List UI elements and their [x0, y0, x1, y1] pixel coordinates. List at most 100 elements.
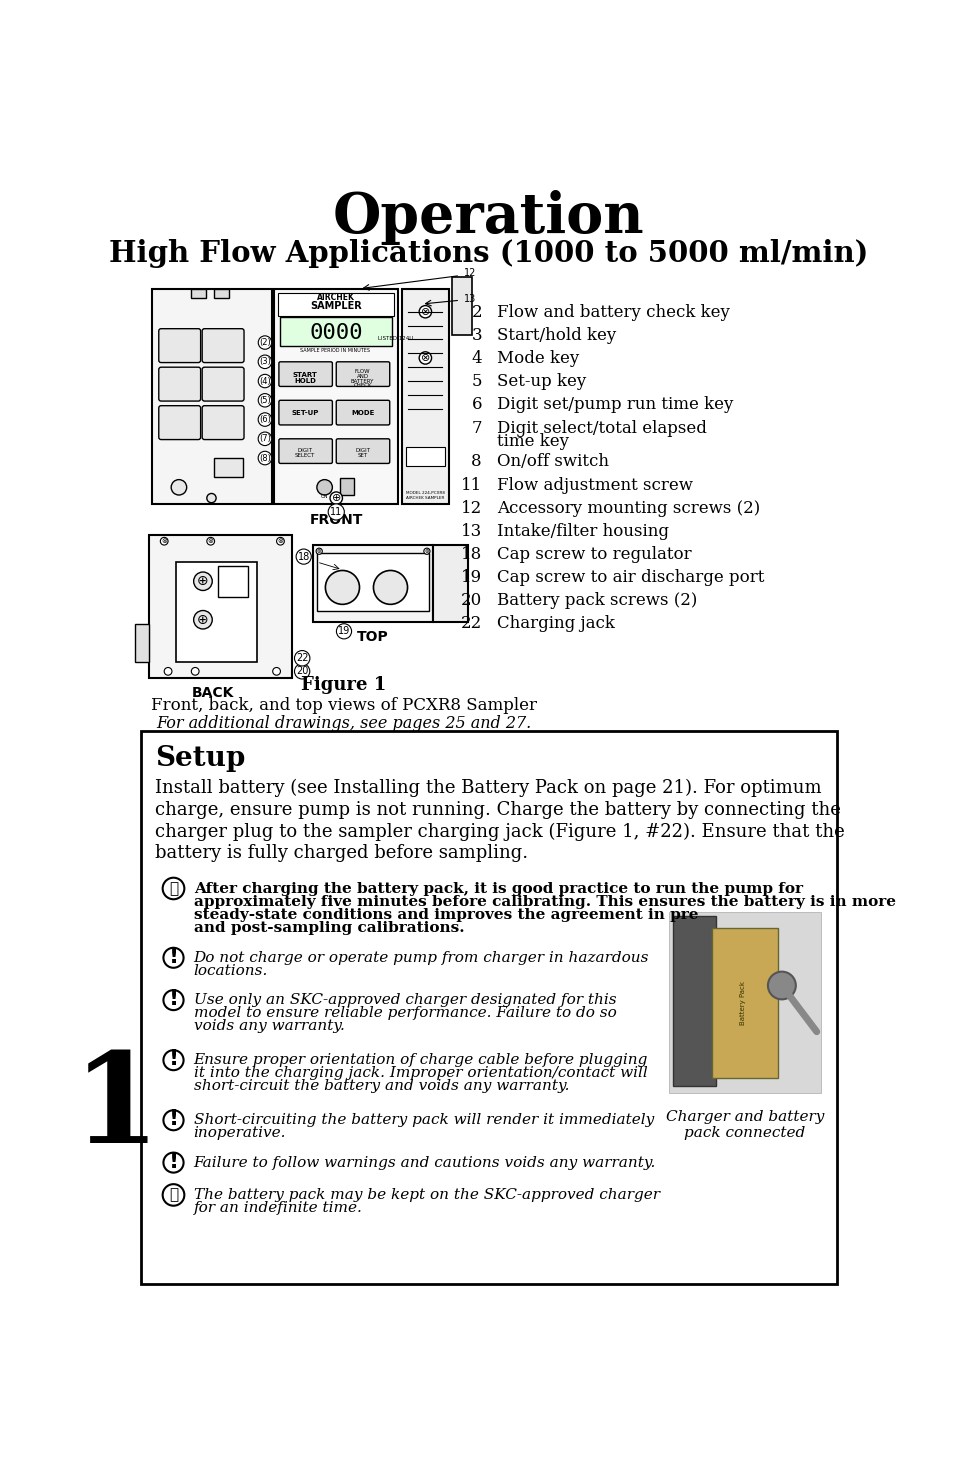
Text: 5: 5: [471, 373, 481, 391]
Text: ON: ON: [320, 494, 328, 499]
Text: ⊕: ⊕: [332, 493, 340, 503]
Text: 2: 2: [471, 304, 481, 322]
Text: (4): (4): [259, 376, 271, 385]
Text: 18: 18: [297, 552, 310, 562]
Text: (7): (7): [259, 434, 271, 444]
Text: DIGIT: DIGIT: [297, 448, 313, 453]
Text: SAMPLER: SAMPLER: [310, 301, 362, 311]
Circle shape: [162, 878, 184, 900]
Text: ⊗: ⊗: [420, 307, 430, 317]
Bar: [669, 913, 820, 1093]
Circle shape: [192, 668, 199, 676]
Text: Figure 1: Figure 1: [301, 676, 386, 695]
Bar: [340, 478, 354, 496]
Text: ⊗: ⊗: [316, 549, 321, 553]
Text: Digit select/total elapsed: Digit select/total elapsed: [497, 419, 706, 437]
Text: Install battery (see Installing the Battery Pack on page 21). For optimum: Install battery (see Installing the Batt…: [154, 779, 821, 798]
Circle shape: [418, 353, 431, 364]
Text: !: !: [169, 1109, 178, 1130]
Text: 11: 11: [460, 476, 481, 494]
Text: ⊕: ⊕: [197, 612, 209, 627]
Text: FRONT: FRONT: [309, 513, 362, 527]
Text: 13: 13: [460, 522, 481, 540]
Text: Charger and battery
pack connected: Charger and battery pack connected: [665, 1111, 823, 1140]
Circle shape: [162, 1184, 184, 1205]
Text: approximately five minutes before calibrating. This ensures the battery is in mo: approximately five minutes before calibr…: [193, 895, 895, 909]
Circle shape: [160, 537, 168, 546]
Text: 8: 8: [471, 453, 481, 471]
Text: charge, ensure pump is not running. Charge the battery by connecting the: charge, ensure pump is not running. Char…: [154, 801, 840, 819]
Circle shape: [273, 668, 280, 676]
Text: (8): (8): [259, 453, 271, 463]
Text: ⊗: ⊗: [161, 538, 167, 544]
Bar: [141, 732, 836, 1285]
Text: !: !: [169, 990, 178, 1009]
Text: Flow adjustment screw: Flow adjustment screw: [497, 476, 693, 494]
Text: it into the charging jack. Improper orientation/contact will: it into the charging jack. Improper orie…: [193, 1066, 647, 1080]
Text: battery is fully charged before sampling.: battery is fully charged before sampling…: [154, 844, 527, 861]
Circle shape: [163, 990, 183, 1010]
Text: 0000: 0000: [309, 323, 363, 342]
Text: FLOW: FLOW: [355, 369, 370, 375]
Bar: [316, 553, 429, 611]
Bar: [280, 317, 392, 347]
Text: Operation: Operation: [333, 190, 644, 245]
Bar: [274, 289, 397, 504]
Text: ⊗: ⊗: [208, 538, 213, 544]
Text: 19: 19: [460, 569, 481, 586]
Bar: [218, 566, 248, 597]
Circle shape: [207, 494, 216, 503]
FancyBboxPatch shape: [278, 438, 332, 463]
Text: Cap screw to air discharge port: Cap screw to air discharge port: [497, 569, 764, 586]
Text: locations.: locations.: [193, 965, 268, 978]
Text: Set-up key: Set-up key: [497, 373, 586, 391]
Text: ⊗: ⊗: [424, 549, 429, 553]
Text: 22: 22: [460, 615, 481, 633]
Text: CHECK: CHECK: [353, 384, 372, 388]
Text: High Flow Applications (1000 to 5000 ml/min): High Flow Applications (1000 to 5000 ml/…: [110, 239, 867, 268]
Text: Do not charge or operate pump from charger in hazardous: Do not charge or operate pump from charg…: [193, 951, 648, 965]
Text: ⊗: ⊗: [420, 353, 430, 363]
Text: Front, back, and top views of PCXR8 Sampler: Front, back, and top views of PCXR8 Samp…: [151, 696, 537, 714]
Circle shape: [207, 537, 214, 546]
Text: HOLD: HOLD: [294, 378, 315, 384]
Text: TOP: TOP: [356, 630, 389, 645]
Circle shape: [163, 1152, 183, 1173]
Text: Intake/filter housing: Intake/filter housing: [497, 522, 669, 540]
Circle shape: [163, 948, 183, 968]
Circle shape: [767, 972, 795, 1000]
Text: model to ensure reliable performance. Failure to do so: model to ensure reliable performance. Fa…: [193, 1006, 616, 1021]
Bar: [433, 546, 468, 622]
Text: for an indefinite time.: for an indefinite time.: [193, 1201, 362, 1215]
Circle shape: [276, 537, 284, 546]
Bar: [213, 289, 229, 298]
Text: inoperative.: inoperative.: [193, 1127, 286, 1140]
Text: steady-state conditions and improves the agreement in pre: steady-state conditions and improves the…: [193, 907, 698, 922]
Text: SET-UP: SET-UP: [292, 410, 318, 416]
Text: 6: 6: [471, 397, 481, 413]
Circle shape: [163, 1111, 183, 1130]
Text: !: !: [169, 1152, 178, 1171]
Text: Charging jack: Charging jack: [497, 615, 615, 633]
Bar: [406, 447, 444, 466]
Text: SAMPLE PERIOD IN MINUTES: SAMPLE PERIOD IN MINUTES: [299, 348, 370, 353]
Text: ⊗: ⊗: [277, 538, 283, 544]
Bar: [711, 928, 778, 1078]
Circle shape: [163, 1050, 183, 1071]
Text: Short-circuiting the battery pack will render it immediately: Short-circuiting the battery pack will r…: [193, 1114, 653, 1127]
Text: 👍: 👍: [169, 881, 178, 895]
FancyBboxPatch shape: [158, 367, 200, 401]
Text: 👍: 👍: [169, 1187, 178, 1202]
Text: DIGIT: DIGIT: [355, 448, 370, 453]
Bar: [134, 624, 149, 662]
Text: SET: SET: [357, 453, 367, 459]
Circle shape: [325, 571, 359, 605]
Text: MODEL 224-PCXR8: MODEL 224-PCXR8: [405, 491, 444, 494]
Bar: [213, 459, 243, 478]
Text: charger plug to the sampler charging jack (Figure 1, #22). Ensure that the: charger plug to the sampler charging jac…: [154, 822, 843, 841]
Bar: [673, 916, 716, 1086]
Text: 3: 3: [471, 327, 481, 344]
Text: ⊕: ⊕: [197, 574, 209, 589]
Circle shape: [315, 549, 322, 555]
Bar: [175, 562, 257, 662]
